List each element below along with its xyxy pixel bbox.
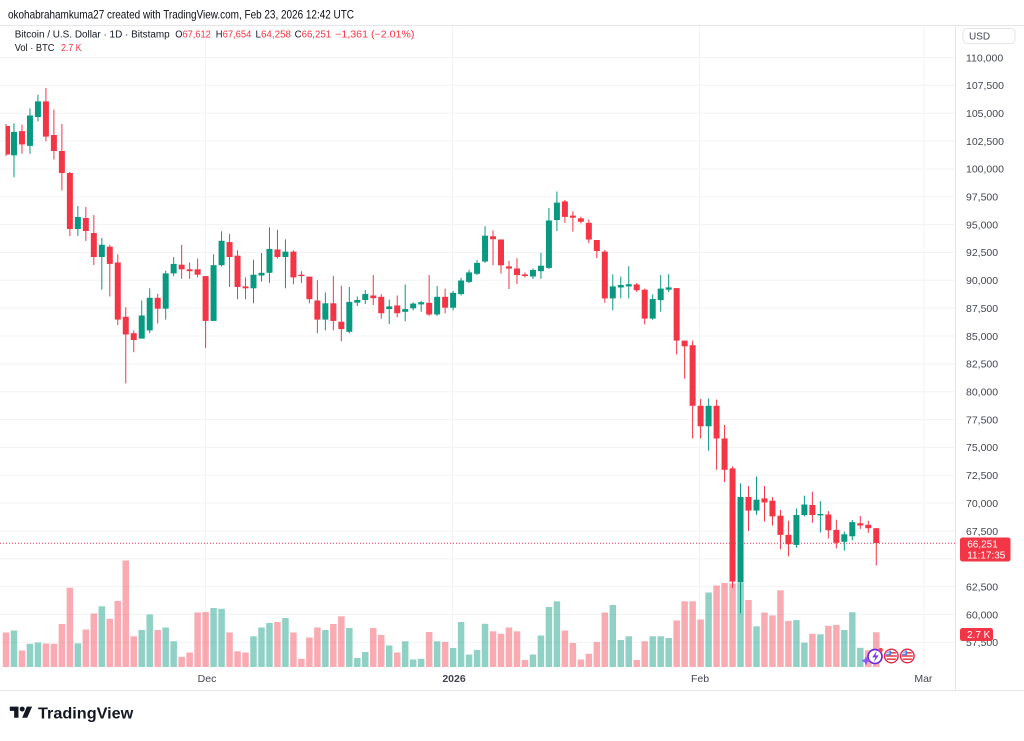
svg-text:2.7 K: 2.7 K [967, 630, 991, 641]
svg-text:11:17:35: 11:17:35 [967, 550, 1006, 561]
svg-text:L64,258: L64,258 [256, 30, 292, 41]
svg-text:H67,654: H67,654 [216, 30, 252, 41]
svg-text:100,000: 100,000 [966, 164, 1004, 176]
svg-text:80,000: 80,000 [966, 387, 998, 399]
svg-text:okohabrahamkuma27 created with: okohabrahamkuma27 created with TradingVi… [8, 8, 354, 22]
svg-text:72,500: 72,500 [966, 470, 998, 482]
svg-text:87,500: 87,500 [966, 303, 998, 315]
svg-text:Dec: Dec [198, 673, 217, 685]
svg-text:Feb: Feb [691, 673, 709, 685]
svg-text:67,500: 67,500 [966, 526, 998, 538]
svg-text:105,000: 105,000 [966, 108, 1004, 120]
svg-text:Bitcoin / U.S. Dollar · 1D · B: Bitcoin / U.S. Dollar · 1D · Bitstamp [15, 30, 170, 41]
svg-text:−1,361 (−2.01%): −1,361 (−2.01%) [335, 30, 414, 41]
svg-text:USD: USD [969, 32, 990, 43]
svg-text:60,000: 60,000 [966, 609, 998, 621]
svg-text:92,500: 92,500 [966, 247, 998, 259]
svg-text:95,000: 95,000 [966, 219, 998, 231]
svg-text:O67,612: O67,612 [175, 30, 211, 41]
svg-text:110,000: 110,000 [966, 52, 1003, 64]
svg-text:77,500: 77,500 [966, 414, 998, 426]
svg-text:82,500: 82,500 [966, 359, 998, 371]
svg-text:62,500: 62,500 [966, 581, 998, 593]
svg-text:75,000: 75,000 [966, 442, 998, 454]
svg-text:90,000: 90,000 [966, 275, 998, 287]
svg-text:102,500: 102,500 [966, 136, 1004, 148]
svg-text:70,000: 70,000 [966, 498, 998, 510]
svg-text:97,500: 97,500 [966, 192, 998, 204]
svg-text:2026: 2026 [442, 673, 466, 685]
svg-text:Vol · BTC: Vol · BTC [15, 43, 55, 54]
svg-text:Mar: Mar [914, 673, 933, 685]
svg-text:C66,251: C66,251 [295, 30, 332, 41]
svg-text:85,000: 85,000 [966, 331, 998, 343]
svg-text:107,500: 107,500 [966, 80, 1004, 92]
svg-text:66,251: 66,251 [967, 539, 998, 550]
svg-text:2.7 K: 2.7 K [61, 43, 82, 54]
svg-text:TradingView: TradingView [38, 706, 134, 723]
